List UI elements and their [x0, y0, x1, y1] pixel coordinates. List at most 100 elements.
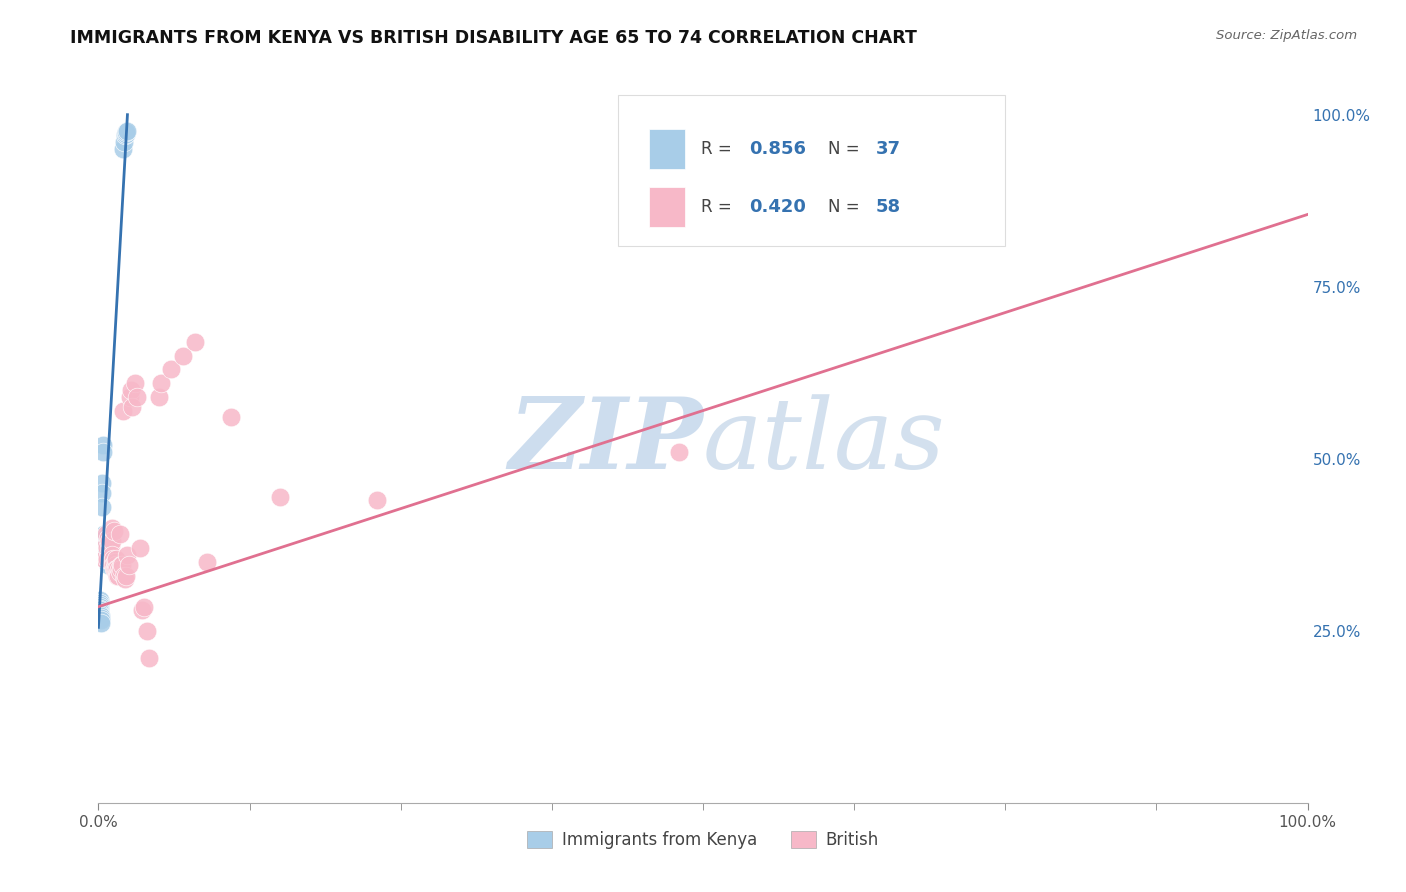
Point — [110, 558, 132, 573]
Point — [89, 603, 111, 617]
Point — [108, 566, 131, 580]
Point — [90, 611, 112, 625]
Point — [97, 541, 120, 556]
Point — [89, 603, 111, 617]
Point — [103, 524, 125, 538]
Point — [110, 562, 132, 576]
Point — [96, 548, 118, 562]
Point — [112, 568, 135, 582]
Text: N =: N = — [828, 140, 865, 158]
Point — [96, 551, 118, 566]
Point — [114, 572, 136, 586]
Point — [668, 445, 690, 459]
Point — [91, 475, 114, 490]
Point — [121, 400, 143, 414]
FancyBboxPatch shape — [648, 129, 685, 169]
Text: ZIP: ZIP — [508, 393, 703, 490]
Point — [117, 548, 139, 562]
Text: N =: N = — [828, 198, 865, 216]
Point — [97, 531, 120, 545]
Point — [112, 135, 135, 149]
Point — [91, 500, 114, 514]
Point — [118, 558, 141, 573]
Point — [87, 599, 110, 614]
Point — [96, 541, 118, 556]
Point — [114, 127, 136, 141]
Point — [96, 551, 118, 566]
Point — [93, 445, 115, 459]
Point — [160, 362, 183, 376]
Text: atlas: atlas — [703, 394, 946, 489]
Point — [104, 551, 127, 566]
Legend: Immigrants from Kenya, British: Immigrants from Kenya, British — [520, 824, 886, 856]
Text: Source: ZipAtlas.com: Source: ZipAtlas.com — [1216, 29, 1357, 42]
Point — [131, 603, 153, 617]
Point — [114, 128, 136, 143]
Point — [100, 538, 122, 552]
Point — [221, 410, 243, 425]
Point — [105, 562, 128, 576]
Point — [89, 601, 111, 615]
Point — [115, 123, 138, 137]
Point — [89, 607, 111, 621]
Point — [120, 383, 142, 397]
Point — [89, 607, 111, 621]
Point — [118, 390, 141, 404]
Point — [97, 558, 120, 573]
Point — [107, 568, 129, 582]
Point — [93, 531, 115, 545]
FancyBboxPatch shape — [648, 186, 685, 227]
Point — [148, 390, 170, 404]
Point — [89, 610, 111, 624]
Point — [107, 566, 129, 580]
Text: 0.856: 0.856 — [749, 140, 806, 158]
Point — [111, 558, 134, 573]
Point — [108, 562, 131, 576]
FancyBboxPatch shape — [619, 95, 1005, 246]
Point — [87, 596, 110, 610]
Point — [98, 534, 121, 549]
Point — [93, 551, 115, 566]
Point — [89, 592, 111, 607]
Point — [97, 557, 120, 571]
Point — [101, 551, 124, 566]
Point — [89, 598, 111, 612]
Point — [100, 520, 122, 534]
Text: 58: 58 — [876, 198, 901, 216]
Text: IMMIGRANTS FROM KENYA VS BRITISH DISABILITY AGE 65 TO 74 CORRELATION CHART: IMMIGRANTS FROM KENYA VS BRITISH DISABIL… — [70, 29, 917, 46]
Point — [269, 490, 291, 504]
Point — [105, 562, 128, 576]
Text: 0.420: 0.420 — [749, 198, 806, 216]
Point — [89, 605, 111, 619]
Point — [89, 596, 111, 610]
Point — [89, 599, 111, 614]
Point — [128, 541, 150, 556]
Point — [124, 376, 146, 390]
Point — [104, 562, 127, 576]
Point — [90, 615, 112, 630]
Text: R =: R = — [700, 140, 737, 158]
Point — [101, 534, 124, 549]
Point — [96, 527, 118, 541]
Point — [195, 555, 218, 569]
Point — [172, 349, 194, 363]
Point — [94, 538, 117, 552]
Point — [100, 544, 122, 558]
Point — [111, 142, 134, 156]
Point — [366, 493, 388, 508]
Point — [138, 651, 160, 665]
Point — [105, 568, 128, 582]
Point — [91, 438, 114, 452]
Point — [127, 390, 149, 404]
Point — [89, 611, 111, 625]
Point — [90, 614, 112, 628]
Text: R =: R = — [700, 198, 737, 216]
Point — [115, 125, 138, 139]
Point — [108, 527, 131, 541]
Point — [111, 403, 134, 417]
Point — [101, 548, 124, 562]
Point — [115, 568, 138, 582]
Point — [94, 538, 117, 552]
Point — [103, 562, 125, 576]
Point — [150, 376, 173, 390]
